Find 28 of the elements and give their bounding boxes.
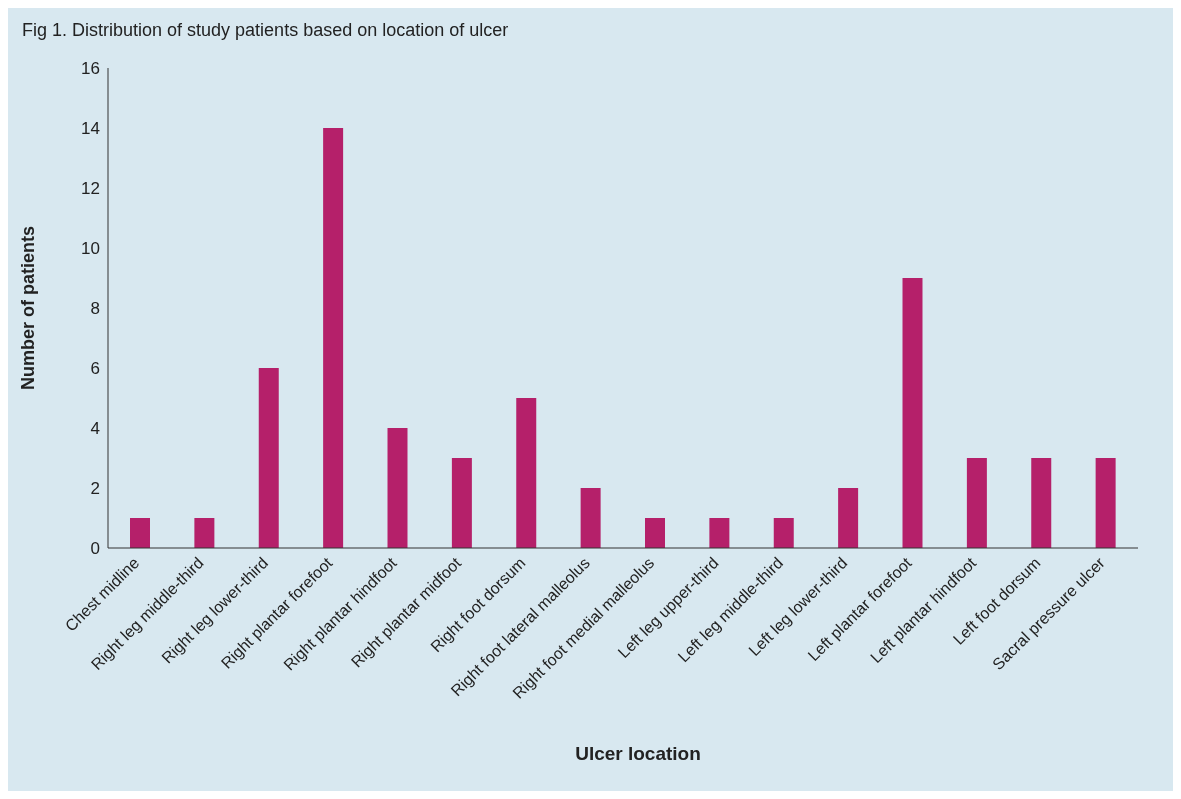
bar	[323, 128, 344, 548]
y-tick-label: 16	[81, 59, 100, 79]
bar	[130, 518, 150, 548]
bar	[838, 488, 859, 548]
bar	[966, 458, 987, 548]
y-tick-label: 12	[81, 179, 100, 199]
bar	[451, 458, 472, 548]
x-axis-title: Ulcer location	[574, 743, 702, 765]
bar	[1095, 458, 1116, 548]
y-tick-label: 2	[90, 479, 100, 499]
bar	[516, 398, 537, 548]
y-tick-label: 10	[81, 239, 100, 259]
bar	[709, 518, 730, 548]
bar	[194, 518, 215, 548]
bar	[258, 368, 279, 548]
y-tick-label: 8	[90, 299, 100, 319]
bar	[580, 488, 601, 548]
y-tick-label: 0	[90, 539, 100, 559]
bar	[645, 518, 665, 548]
bar	[1031, 458, 1052, 548]
bar	[902, 278, 923, 548]
bar	[773, 518, 794, 548]
y-tick-label: 6	[90, 359, 100, 379]
y-tick-label: 4	[90, 419, 100, 439]
bar	[387, 428, 408, 548]
y-tick-label: 14	[81, 119, 100, 139]
chart-title: Fig 1. Distribution of study patients based on location of ulcer	[22, 20, 509, 41]
y-axis-title: Number of patients	[18, 225, 39, 391]
